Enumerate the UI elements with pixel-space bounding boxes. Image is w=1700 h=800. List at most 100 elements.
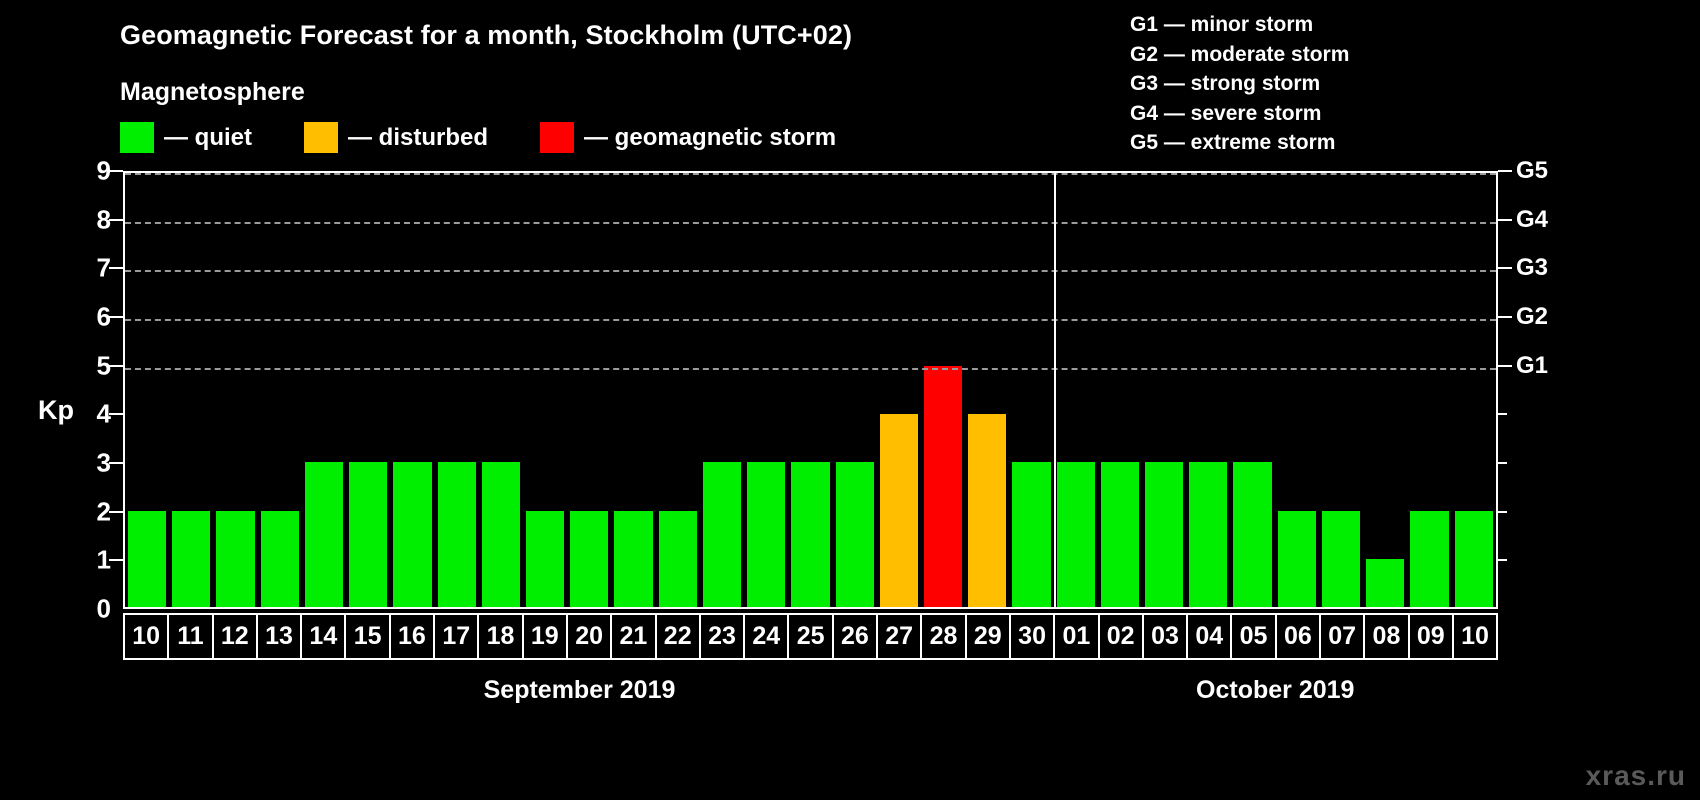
bar-11[interactable]: [172, 510, 211, 607]
date-label-21[interactable]: 21: [612, 615, 657, 658]
bar-08[interactable]: [1366, 558, 1405, 607]
bar-21[interactable]: [614, 510, 653, 607]
bar-18[interactable]: [481, 462, 520, 607]
bar-cell[interactable]: [213, 173, 257, 607]
date-label-05[interactable]: 05: [1232, 615, 1277, 658]
date-label-12[interactable]: 12: [214, 615, 258, 658]
bar-09[interactable]: [1410, 510, 1449, 607]
bar-cell[interactable]: [302, 173, 346, 607]
bar-cell[interactable]: [1142, 173, 1186, 607]
bar-30[interactable]: [1012, 462, 1051, 607]
date-label-14[interactable]: 14: [302, 615, 347, 658]
bar-cell[interactable]: [744, 173, 788, 607]
date-label-13[interactable]: 13: [258, 615, 303, 658]
bar-cell[interactable]: [567, 173, 611, 607]
bar-cell[interactable]: [788, 173, 832, 607]
date-label-23[interactable]: 23: [701, 615, 746, 658]
bar-16[interactable]: [393, 462, 432, 607]
bar-03[interactable]: [1145, 462, 1184, 607]
bar-cell[interactable]: [656, 173, 700, 607]
bar-12[interactable]: [216, 510, 255, 607]
bar-cell[interactable]: [1230, 173, 1274, 607]
bar-22[interactable]: [658, 510, 697, 607]
date-label-16[interactable]: 16: [391, 615, 436, 658]
date-label-10[interactable]: 10: [125, 615, 170, 658]
bar-20[interactable]: [570, 510, 609, 607]
bar-19[interactable]: [525, 510, 565, 607]
date-label-25[interactable]: 25: [789, 615, 834, 658]
date-label-28[interactable]: 28: [922, 615, 967, 658]
bar-10[interactable]: [1454, 510, 1493, 607]
bar-cell[interactable]: [1275, 173, 1319, 607]
bar-cell[interactable]: [479, 173, 523, 607]
bar-cell[interactable]: [169, 173, 213, 607]
g-scale-line-1: G1 — minor storm: [1130, 13, 1314, 36]
bar-17[interactable]: [437, 462, 476, 607]
bar-cell[interactable]: [700, 173, 744, 607]
bar-04[interactable]: [1189, 462, 1228, 607]
date-label-09[interactable]: 09: [1410, 615, 1454, 658]
date-label-30[interactable]: 30: [1011, 615, 1056, 658]
bar-series: [125, 173, 1496, 607]
bar-25[interactable]: [791, 462, 830, 607]
date-label-03[interactable]: 03: [1144, 615, 1189, 658]
bar-cell[interactable]: [877, 173, 921, 607]
bar-cell[interactable]: [965, 173, 1009, 607]
bar-cell[interactable]: [435, 173, 479, 607]
bar-23[interactable]: [702, 462, 742, 607]
date-label-29[interactable]: 29: [967, 615, 1011, 658]
bar-24[interactable]: [747, 462, 786, 607]
legend-swatch-quiet: [120, 122, 154, 153]
magnetosphere-heading: Magnetosphere: [120, 78, 305, 106]
bar-cell[interactable]: [523, 173, 567, 607]
date-label-01[interactable]: 01: [1055, 615, 1100, 658]
bar-29[interactable]: [968, 414, 1007, 607]
bar-cell[interactable]: [1407, 173, 1451, 607]
bar-cell[interactable]: [346, 173, 390, 607]
bar-cell[interactable]: [1186, 173, 1230, 607]
date-label-18[interactable]: 18: [479, 615, 524, 658]
bar-cell[interactable]: [1452, 173, 1496, 607]
y-tick-mark-3: [109, 462, 123, 464]
date-label-06[interactable]: 06: [1277, 615, 1322, 658]
date-label-04[interactable]: 04: [1188, 615, 1233, 658]
date-label-07[interactable]: 07: [1321, 615, 1366, 658]
g-axis-label-G2: G2: [1516, 303, 1549, 330]
date-label-02[interactable]: 02: [1100, 615, 1144, 658]
bar-cell[interactable]: [921, 173, 965, 607]
date-label-19[interactable]: 19: [524, 615, 568, 658]
bar-cell[interactable]: [833, 173, 877, 607]
bar-cell[interactable]: [1098, 173, 1142, 607]
date-label-27[interactable]: 27: [878, 615, 923, 658]
date-label-20[interactable]: 20: [568, 615, 613, 658]
date-label-08[interactable]: 08: [1365, 615, 1410, 658]
date-label-17[interactable]: 17: [435, 615, 480, 658]
bar-26[interactable]: [835, 462, 874, 607]
bar-01[interactable]: [1056, 462, 1095, 607]
bar-cell[interactable]: [1009, 173, 1053, 607]
bar-cell[interactable]: [1054, 173, 1098, 607]
date-label-15[interactable]: 15: [346, 615, 391, 658]
bar-15[interactable]: [349, 462, 388, 607]
bar-13[interactable]: [260, 510, 299, 607]
bar-27[interactable]: [879, 414, 918, 607]
bar-14[interactable]: [304, 462, 344, 607]
bar-06[interactable]: [1277, 510, 1316, 607]
bar-cell[interactable]: [1363, 173, 1407, 607]
bar-10[interactable]: [128, 510, 167, 607]
bar-05[interactable]: [1233, 462, 1272, 607]
bar-cell[interactable]: [125, 173, 169, 607]
bar-cell[interactable]: [258, 173, 302, 607]
date-label-24[interactable]: 24: [745, 615, 790, 658]
date-axis: 10 11 12 13 14 15 16 17 18 19 20 21 22 23 24 25 26 27 28 29…: [123, 613, 1498, 660]
date-label-11[interactable]: 11: [169, 615, 214, 658]
date-label-10[interactable]: 10: [1461, 622, 1489, 650]
bar-28[interactable]: [923, 365, 963, 607]
date-label-22[interactable]: 22: [657, 615, 701, 658]
bar-cell[interactable]: [390, 173, 434, 607]
date-label-26[interactable]: 26: [834, 615, 879, 658]
bar-cell[interactable]: [611, 173, 655, 607]
bar-cell[interactable]: [1319, 173, 1363, 607]
bar-02[interactable]: [1100, 462, 1140, 607]
bar-07[interactable]: [1321, 510, 1361, 607]
